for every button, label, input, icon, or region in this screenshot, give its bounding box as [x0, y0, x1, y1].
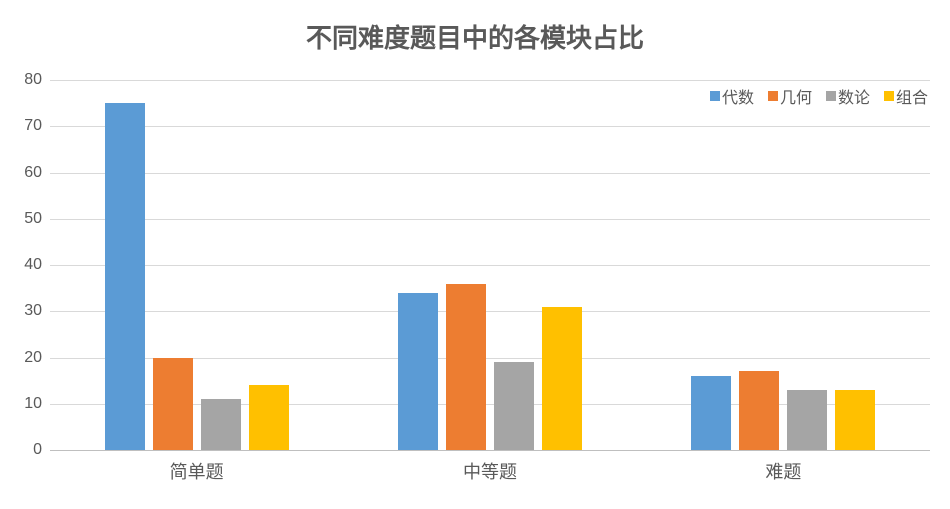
ytick-label: 30: [24, 302, 42, 320]
chart-title: 不同难度题目中的各模块占比: [0, 18, 950, 55]
ytick-label: 10: [24, 395, 42, 413]
gridline: [50, 126, 930, 127]
inner-plot: 01020304050607080简单题中等题难题: [50, 80, 930, 450]
bar: [153, 358, 193, 451]
ytick-label: 50: [24, 210, 42, 228]
gridline: [50, 311, 930, 312]
chart-container: 不同难度题目中的各模块占比 代数几何数论组合 01020304050607080…: [0, 0, 950, 509]
bar: [787, 390, 827, 450]
bar: [835, 390, 875, 450]
gridline: [50, 80, 930, 81]
ytick-label: 20: [24, 349, 42, 367]
xtick-label: 难题: [765, 458, 801, 484]
gridline: [50, 219, 930, 220]
ytick-label: 40: [24, 256, 42, 274]
ytick-label: 0: [33, 441, 42, 459]
bar: [691, 376, 731, 450]
bar: [105, 103, 145, 450]
xtick-label: 中等题: [463, 458, 517, 484]
bar: [249, 385, 289, 450]
bar: [201, 399, 241, 450]
gridline: [50, 265, 930, 266]
gridline: [50, 173, 930, 174]
bar: [739, 371, 779, 450]
ytick-label: 60: [24, 164, 42, 182]
ytick-label: 70: [24, 117, 42, 135]
bar: [398, 293, 438, 450]
xtick-label: 简单题: [170, 458, 224, 484]
bar: [446, 284, 486, 451]
plot-area: 01020304050607080简单题中等题难题: [50, 80, 930, 450]
bar: [542, 307, 582, 450]
bar: [494, 362, 534, 450]
gridline: [50, 450, 930, 451]
ytick-label: 80: [24, 71, 42, 89]
